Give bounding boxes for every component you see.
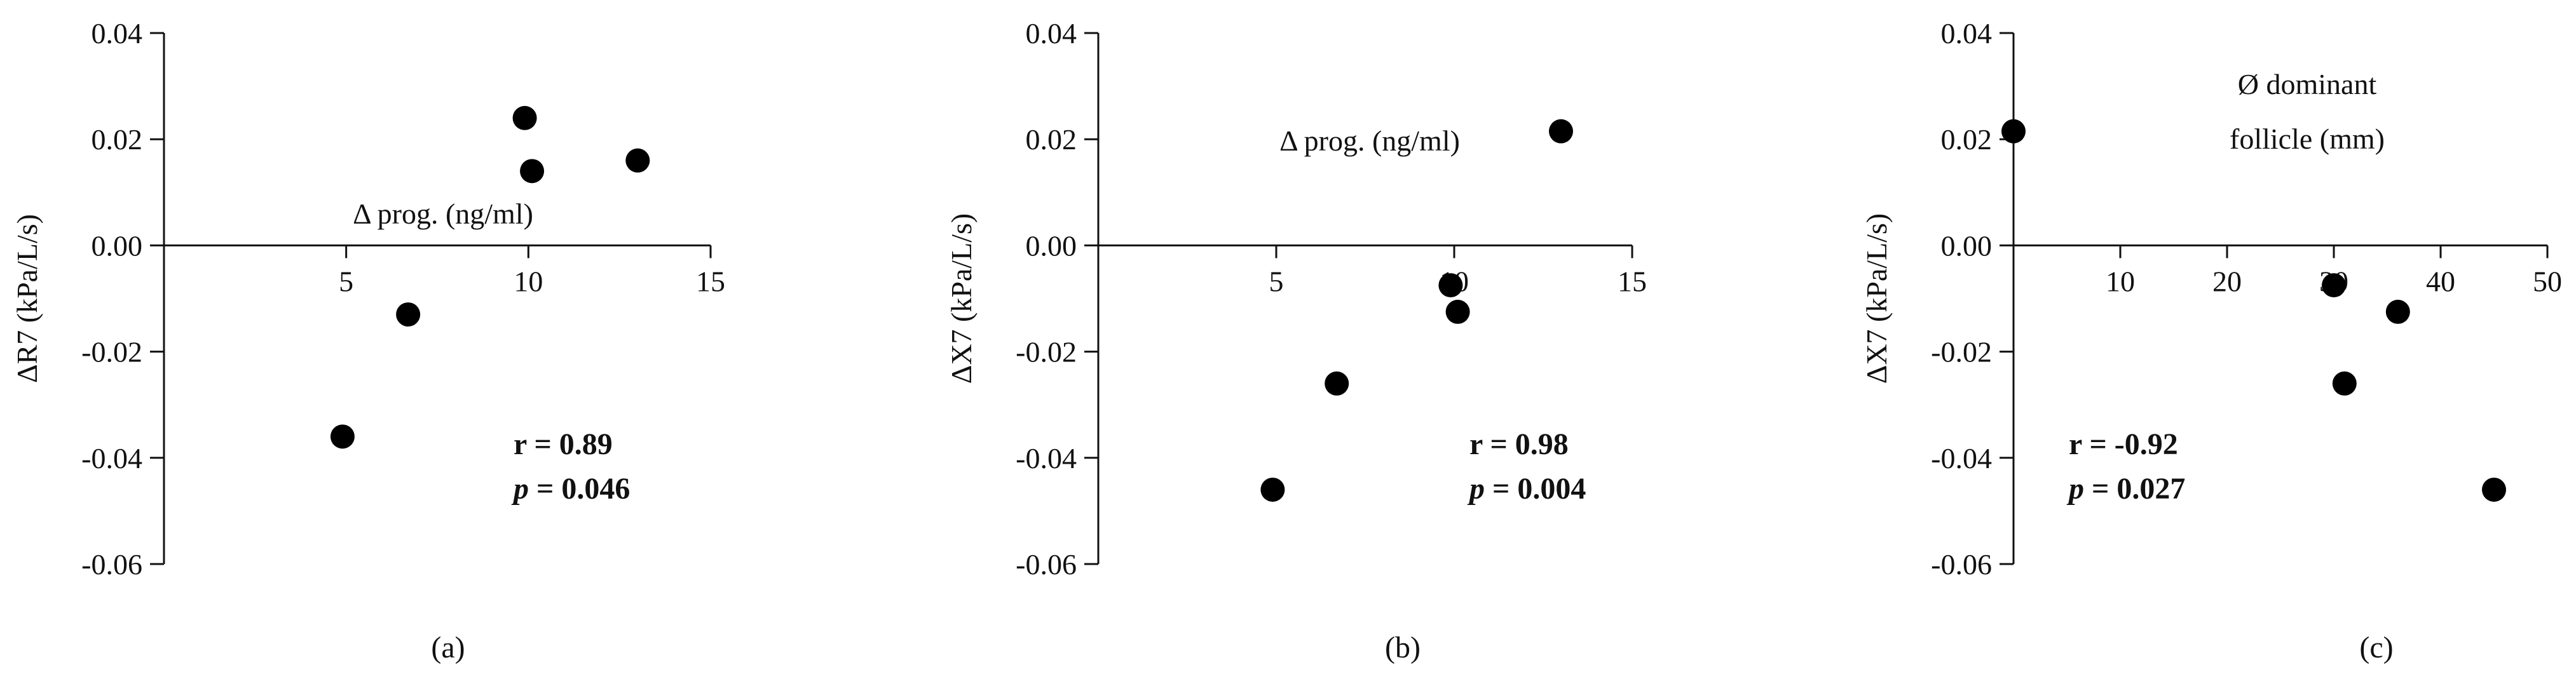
data-point (1549, 119, 1573, 144)
y-tick-label: 0.04 (1941, 17, 1993, 50)
y-tick-label: 0.02 (1026, 123, 1077, 156)
panel-a: 0.04 0.02 0.00 -0.02 -0.04 -0.06 5 10 15 Δ prog. … (11, 17, 725, 664)
x-tick-label: 50 (2533, 265, 2562, 297)
y-tick-label: -0.02 (1016, 336, 1077, 368)
p-symbol: p (511, 472, 529, 506)
y-tick-label: -0.06 (1931, 548, 1992, 581)
x-tick-label: 10 (514, 265, 543, 297)
data-point (1325, 371, 1349, 396)
y-tick-label: 0.02 (1941, 123, 1993, 156)
panel-label: (b) (1385, 631, 1421, 664)
x-tick-label: 40 (2426, 265, 2455, 297)
x-axis-label: Δ prog. (ng/ml) (1279, 124, 1460, 157)
p-value: p = 0.004 (1467, 472, 1586, 506)
p-value-number: = 0.027 (2084, 472, 2185, 506)
data-point (2322, 273, 2346, 298)
y-axis-label: ΔX7 (kPa/L/s) (1860, 213, 1893, 384)
data-point (520, 159, 545, 184)
data-point (396, 302, 421, 327)
p-symbol: p (1467, 472, 1485, 506)
y-tick-label: 0.00 (1026, 229, 1077, 262)
y-tick-label: 0.04 (92, 17, 143, 50)
y-axis-label: ΔX7 (kPa/L/s) (945, 213, 978, 384)
p-value-number: = 0.004 (1485, 472, 1586, 506)
x-tick-label: 20 (2212, 265, 2242, 297)
x-tick-label: 15 (696, 265, 725, 297)
data-point (2482, 477, 2506, 502)
data-point (625, 148, 650, 173)
y-tick-label: 0.04 (1026, 17, 1077, 50)
y-tick-label: -0.04 (1016, 442, 1077, 474)
x-axis-label: Δ prog. (ng/ml) (353, 198, 533, 230)
panel-label: (c) (2359, 631, 2393, 664)
y-tick-label: 0.00 (92, 229, 143, 262)
x-axis-label: follicle (mm) (2230, 123, 2385, 155)
y-tick-label: -0.04 (1931, 442, 1992, 474)
data-point (2001, 119, 2026, 144)
x-tick-label: 10 (2106, 265, 2135, 297)
y-axis-label: ΔR7 (kPa/L/s) (11, 214, 43, 383)
p-value: p = 0.046 (511, 472, 630, 506)
data-point (1260, 477, 1285, 502)
x-tick-label: 15 (1618, 265, 1647, 297)
y-tick-label: 0.00 (1941, 229, 1993, 262)
panel-label: (a) (431, 631, 465, 664)
p-symbol: p (2066, 472, 2084, 506)
r-value: r = 0.98 (1469, 427, 1569, 461)
y-tick-label: 0.02 (92, 123, 143, 156)
data-point (2385, 299, 2410, 324)
y-tick-label: -0.06 (1016, 548, 1077, 581)
x-tick-label: 5 (339, 265, 353, 297)
x-tick-label: 5 (1269, 265, 1284, 297)
data-point (512, 105, 537, 130)
data-point (330, 424, 355, 449)
p-value-number: = 0.046 (529, 472, 630, 506)
r-value: r = 0.89 (514, 427, 613, 461)
y-tick-label: -0.04 (81, 442, 142, 474)
data-point (1438, 273, 1463, 298)
p-value: p = 0.027 (2066, 472, 2185, 506)
r-value: r = -0.92 (2069, 427, 2178, 461)
y-tick-label: -0.02 (81, 336, 142, 368)
panel-c: 0.040.020.00-0.02-0.04-0.061020304050Ø d… (1860, 17, 2562, 664)
y-tick-label: -0.06 (81, 548, 142, 581)
data-point (1445, 299, 1470, 324)
x-axis-label: Ø dominant (2238, 68, 2377, 100)
data-point (2332, 371, 2357, 396)
y-tick-label: -0.02 (1931, 336, 1992, 368)
